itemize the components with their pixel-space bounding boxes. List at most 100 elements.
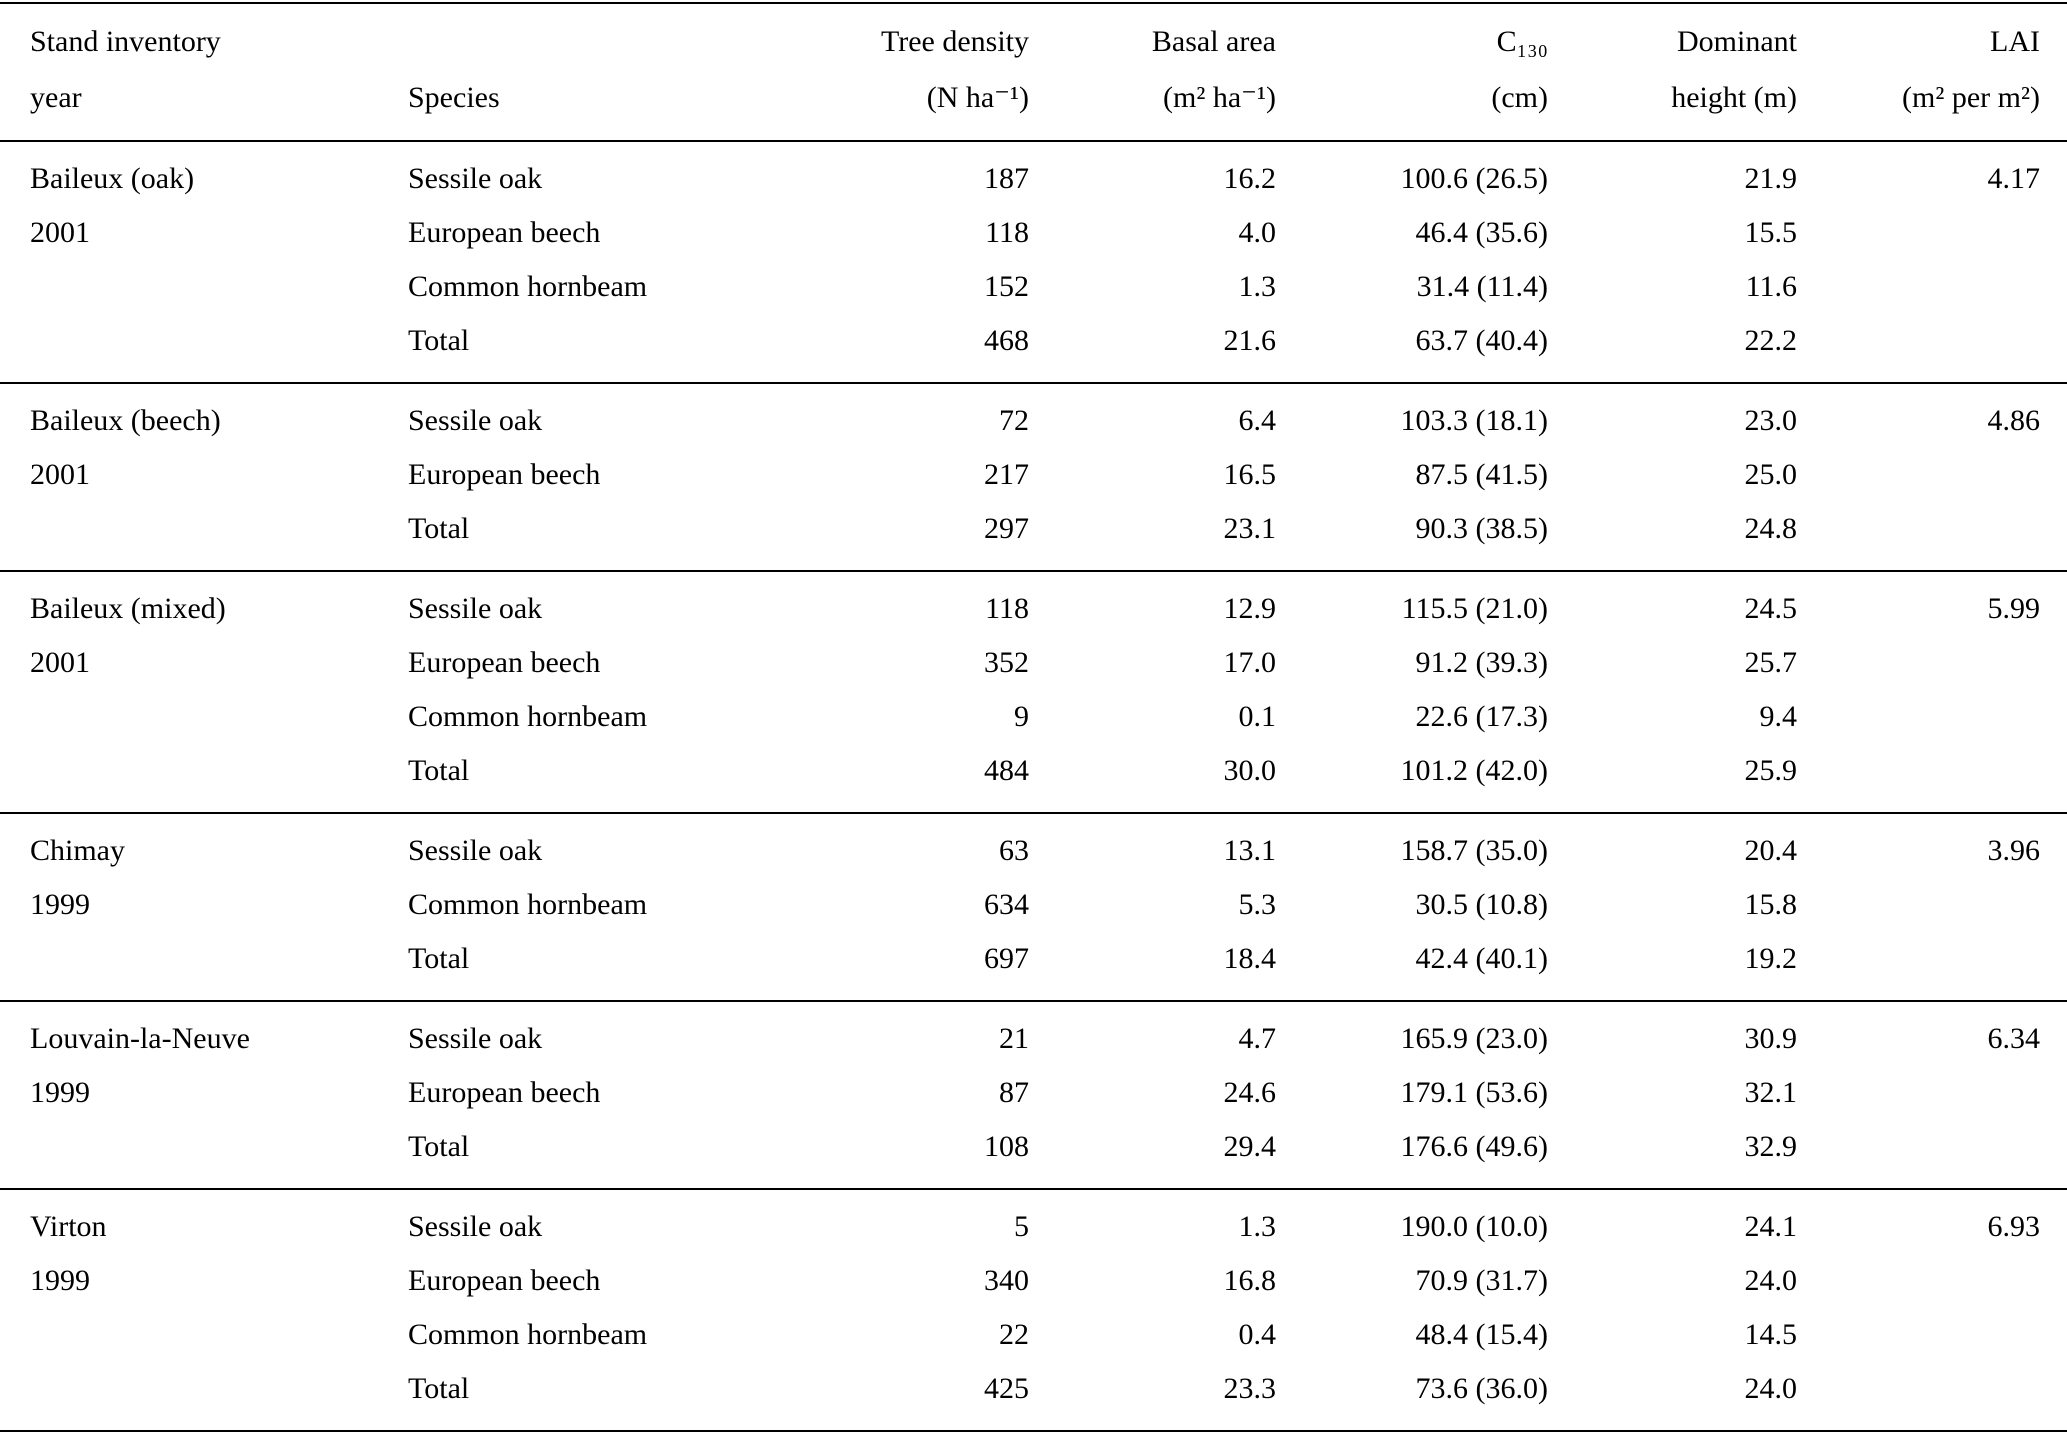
cell-basal-area: 16.8 — [1223, 1264, 1277, 1297]
cell-density: 468 — [984, 324, 1029, 357]
cell-c130: 42.4 (40.1) — [1415, 942, 1548, 975]
stand-group: Virton Sessile oak 5 1.3 190.0 (10.0) 24.1 6.9… — [0, 1189, 2067, 1431]
cell-density: 425 — [984, 1372, 1029, 1405]
stand-name: Chimay — [30, 834, 125, 867]
cell-species: Common hornbeam — [408, 270, 648, 303]
cell-dominant-height: 23.0 — [1744, 404, 1798, 437]
cell-c130: 90.3 (38.5) — [1415, 512, 1548, 545]
cell-density: 118 — [985, 216, 1029, 249]
table-row: Total 425 23.3 73.6 (36.0) 24.0 — [0, 1362, 2067, 1431]
cell-c130: 48.4 (15.4) — [1415, 1318, 1548, 1351]
cell-basal-area: 23.1 — [1223, 512, 1277, 545]
table-row: Baileux (mixed) Sessile oak 118 12.9 115.5 (… — [0, 571, 2067, 636]
cell-c130: 103.3 (18.1) — [1400, 404, 1548, 437]
cell-dominant-height: 24.1 — [1744, 1210, 1798, 1243]
cell-dominant-height: 25.7 — [1744, 646, 1798, 679]
cell-c130: 101.2 (42.0) — [1400, 754, 1548, 787]
stand-group: Baileux (mixed) Sessile oak 118 12.9 115.5 (… — [0, 571, 2067, 813]
cell-dominant-height: 11.6 — [1745, 270, 1797, 303]
table-row: Total 297 23.1 90.3 (38.5) 24.8 — [0, 502, 2067, 571]
cell-basal-area: 13.1 — [1223, 834, 1277, 867]
cell-species: European beech — [408, 216, 601, 249]
cell-species: Total — [408, 1130, 470, 1163]
cell-lai — [1797, 636, 2067, 690]
cell-species: Common hornbeam — [408, 1318, 648, 1351]
header-line: Tree density — [880, 25, 1029, 58]
header-line: year — [30, 81, 82, 114]
cell-lai: 3.96 — [1987, 834, 2041, 867]
stand-year: 2001 — [30, 458, 90, 491]
col-header-lai: LAI (m² per m²) — [1797, 3, 2067, 142]
table-row: Total 484 30.0 101.2 (42.0) 25.9 — [0, 744, 2067, 813]
table-row: 2001 European beech 217 16.5 87.5 (41.5) 25.0 — [0, 448, 2067, 502]
cell-species: Sessile oak — [408, 592, 543, 625]
header-line: height (m) — [1671, 81, 1797, 114]
cell-density: 5 — [1014, 1210, 1029, 1243]
stand-spacer — [0, 744, 408, 813]
cell-species: European beech — [408, 1264, 601, 1297]
cell-basal-area: 17.0 — [1223, 646, 1277, 679]
cell-basal-area: 30.0 — [1223, 754, 1277, 787]
cell-density: 152 — [984, 270, 1029, 303]
stand-spacer — [0, 1308, 408, 1362]
cell-c130: 87.5 (41.5) — [1415, 458, 1548, 491]
stand-name: Virton — [30, 1210, 107, 1243]
cell-c130: 70.9 (31.7) — [1415, 1264, 1548, 1297]
stand-name: Louvain-la-Neuve — [30, 1022, 250, 1055]
cell-dominant-height: 24.0 — [1744, 1372, 1798, 1405]
cell-density: 72 — [999, 404, 1029, 437]
cell-dominant-height: 22.2 — [1744, 324, 1798, 357]
cell-lai — [1797, 206, 2067, 260]
cell-species: Sessile oak — [408, 162, 543, 195]
cell-basal-area: 0.1 — [1238, 700, 1277, 733]
cell-lai — [1797, 1066, 2067, 1120]
cell-species: Common hornbeam — [408, 700, 648, 733]
cell-density: 697 — [984, 942, 1029, 975]
stand-year: 1999 — [30, 888, 90, 921]
cell-dominant-height: 21.9 — [1744, 162, 1798, 195]
table-row: 1999 European beech 87 24.6 179.1 (53.6) 32.1 — [0, 1066, 2067, 1120]
header-line: Dominant — [1677, 25, 1797, 58]
cell-species: Sessile oak — [408, 1022, 543, 1055]
cell-density: 118 — [985, 592, 1029, 625]
cell-basal-area: 5.3 — [1238, 888, 1277, 921]
table-row: Baileux (beech) Sessile oak 72 6.4 103.3 (18… — [0, 383, 2067, 448]
cell-lai — [1797, 690, 2067, 744]
table-row: Chimay Sessile oak 63 13.1 158.7 (35.0) 20.4 3… — [0, 813, 2067, 878]
cell-species: Sessile oak — [408, 834, 543, 867]
col-header-dominant-height: Dominant height (m) — [1548, 3, 1797, 142]
cell-dominant-height: 24.0 — [1744, 1264, 1798, 1297]
cell-lai — [1797, 260, 2067, 314]
table-row: 1999 European beech 340 16.8 70.9 (31.7) 24.0 — [0, 1254, 2067, 1308]
stand-name: Baileux (oak) — [30, 162, 195, 195]
cell-dominant-height: 14.5 — [1744, 1318, 1798, 1351]
cell-basal-area: 23.3 — [1223, 1372, 1277, 1405]
cell-species: Total — [408, 942, 470, 975]
cell-c130: 63.7 (40.4) — [1415, 324, 1548, 357]
cell-density: 297 — [984, 512, 1029, 545]
stand-spacer — [0, 502, 408, 571]
table-row: 2001 European beech 352 17.0 91.2 (39.3) 25.7 — [0, 636, 2067, 690]
cell-species: Sessile oak — [408, 1210, 543, 1243]
cell-density: 484 — [984, 754, 1029, 787]
cell-density: 9 — [1014, 700, 1029, 733]
cell-c130: 91.2 (39.3) — [1415, 646, 1548, 679]
cell-lai — [1797, 932, 2067, 1001]
table-row: Common hornbeam 22 0.4 48.4 (15.4) 14.5 — [0, 1308, 2067, 1362]
cell-density: 340 — [984, 1264, 1029, 1297]
cell-lai — [1797, 1308, 2067, 1362]
cell-dominant-height: 15.5 — [1744, 216, 1798, 249]
cell-lai — [1797, 314, 2067, 383]
table-row: 2001 European beech 118 4.0 46.4 (35.6) 15.5 — [0, 206, 2067, 260]
stand-group: Baileux (beech) Sessile oak 72 6.4 103.3 (18… — [0, 383, 2067, 571]
cell-density: 634 — [984, 888, 1029, 921]
cell-lai: 6.93 — [1987, 1210, 2041, 1243]
header-line: (cm) — [1491, 81, 1548, 114]
header-line: (m² ha⁻¹) — [1163, 81, 1276, 114]
cell-species: Total — [408, 754, 470, 787]
cell-dominant-height: 20.4 — [1744, 834, 1798, 867]
cell-c130: 100.6 (26.5) — [1400, 162, 1548, 195]
stand-spacer — [0, 314, 408, 383]
cell-basal-area: 18.4 — [1223, 942, 1277, 975]
